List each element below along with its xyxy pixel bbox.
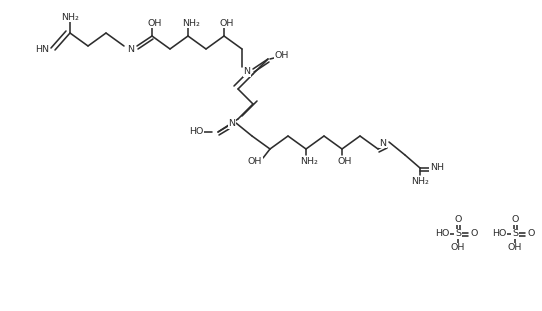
Text: O: O	[454, 216, 462, 225]
Text: OH: OH	[248, 157, 262, 166]
Text: OH: OH	[451, 244, 465, 253]
Text: NH₂: NH₂	[300, 157, 318, 166]
Text: HO: HO	[189, 128, 203, 137]
Text: O: O	[470, 230, 478, 239]
Text: OH: OH	[220, 18, 234, 27]
Text: NH₂: NH₂	[411, 178, 429, 187]
Text: OH: OH	[508, 244, 522, 253]
Text: HO: HO	[492, 230, 506, 239]
Text: N: N	[229, 119, 236, 128]
Text: S: S	[455, 230, 461, 239]
Text: OH: OH	[275, 50, 289, 59]
Text: N: N	[127, 44, 134, 53]
Text: N: N	[379, 138, 386, 147]
Text: O: O	[511, 216, 519, 225]
Text: NH₂: NH₂	[61, 12, 79, 21]
Text: N: N	[243, 67, 250, 77]
Text: NH₂: NH₂	[182, 18, 200, 27]
Text: O: O	[527, 230, 535, 239]
Text: S: S	[512, 230, 518, 239]
Text: OH: OH	[338, 157, 352, 166]
Text: OH: OH	[148, 18, 162, 27]
Text: HO: HO	[435, 230, 449, 239]
Text: NH: NH	[430, 164, 444, 173]
Text: HN: HN	[35, 45, 49, 54]
